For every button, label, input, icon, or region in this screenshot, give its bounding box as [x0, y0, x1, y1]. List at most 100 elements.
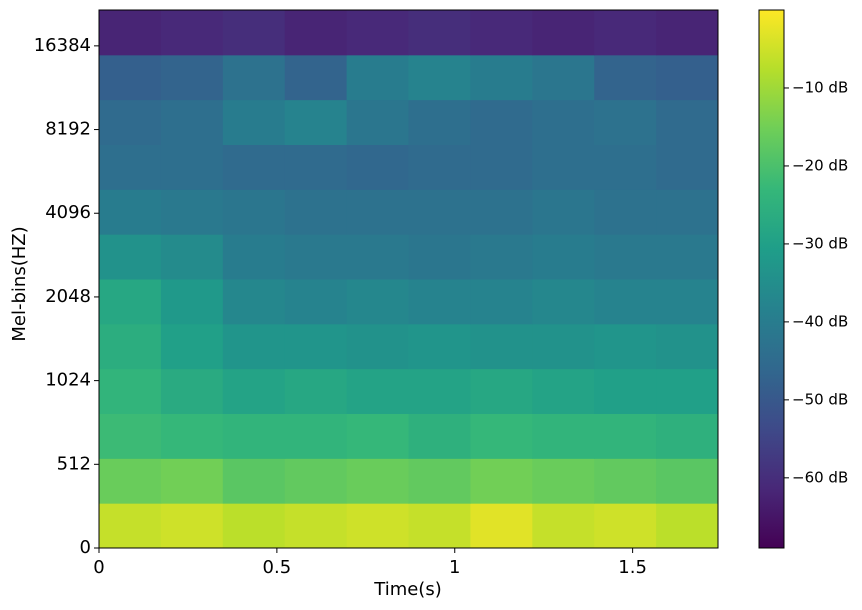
plot-frame	[98, 9, 719, 549]
colorbar-tick-label: −20 dB	[792, 156, 848, 174]
heatmap-cell	[656, 189, 719, 235]
y-axis-label: Mel-bins(HZ)	[9, 226, 30, 341]
heatmap-cell	[532, 323, 595, 370]
heatmap-cell	[532, 144, 595, 190]
heatmap-cell	[656, 10, 719, 56]
heatmap-cell	[656, 368, 719, 414]
heatmap-cell	[532, 10, 595, 56]
colorbar	[758, 9, 785, 549]
heatmap-cell	[160, 503, 224, 549]
heatmap-cell	[408, 368, 471, 414]
heatmap-cell	[470, 503, 533, 549]
heatmap-cell	[594, 189, 657, 235]
heatmap-cell	[284, 368, 348, 414]
heatmap-cell	[222, 99, 286, 145]
heatmap-cell	[656, 458, 719, 504]
heatmap-cell	[160, 54, 224, 101]
heatmap-cell	[408, 503, 471, 549]
heatmap-cell	[408, 234, 471, 280]
heatmap-cell	[346, 144, 409, 190]
heatmap-cell	[346, 234, 409, 280]
heatmap-cell	[408, 144, 471, 190]
colorbar-tick-label: −30 dB	[792, 234, 848, 252]
heatmap-cell	[160, 279, 224, 325]
heatmap-cell	[284, 323, 348, 370]
heatmap-cell	[222, 234, 286, 280]
y-tick-label: 16384	[34, 35, 91, 56]
heatmap-cell	[99, 54, 162, 101]
heatmap-cell	[284, 99, 348, 145]
heatmap-cell	[470, 234, 533, 280]
heatmap-cell	[594, 413, 657, 459]
y-tick-label: 2048	[45, 286, 91, 307]
heatmap-cell	[284, 234, 348, 280]
heatmap-cell	[99, 99, 162, 145]
heatmap-cell	[222, 323, 286, 370]
heatmap-cell	[656, 413, 719, 459]
heatmap-cell	[408, 54, 471, 101]
heatmap-cell	[594, 99, 657, 145]
heatmap-cell	[470, 323, 533, 370]
heatmap-cell	[408, 99, 471, 145]
colorbar-tick-label: −60 dB	[792, 468, 848, 486]
heatmap-cell	[346, 10, 409, 56]
heatmap-cell	[594, 10, 657, 56]
heatmap-cell	[470, 458, 533, 504]
heatmap-cell	[99, 368, 162, 414]
heatmap-cell	[99, 10, 162, 56]
heatmap-cell	[470, 99, 533, 145]
y-tick-label: 1024	[45, 370, 91, 391]
heatmap-cell	[284, 503, 348, 549]
heatmap-cell	[160, 458, 224, 504]
heatmap-cell	[594, 279, 657, 325]
heatmap-cell	[284, 189, 348, 235]
heatmap-cell	[532, 189, 595, 235]
heatmap-cell	[656, 323, 719, 370]
heatmap-cell	[656, 279, 719, 325]
heatmap-cell	[222, 503, 286, 549]
heatmap-cell	[470, 368, 533, 414]
heatmap-cell	[532, 503, 595, 549]
y-tick-label: 512	[57, 453, 91, 474]
heatmap-cell	[284, 413, 348, 459]
heatmap-cell	[346, 368, 409, 414]
heatmap-cell	[408, 413, 471, 459]
colorbar-tick-label: −50 dB	[792, 390, 848, 408]
heatmap-cell	[470, 10, 533, 56]
x-tick-label: 0	[93, 557, 104, 578]
heatmap-cell	[160, 144, 224, 190]
heatmap-cell	[99, 234, 162, 280]
heatmap-cell	[284, 10, 348, 56]
colorbar-tick-label: −40 dB	[792, 312, 848, 330]
x-axis-label: Time(s)	[373, 579, 441, 600]
heatmap-cell	[532, 458, 595, 504]
heatmap-cell	[594, 458, 657, 504]
heatmap-cell	[656, 99, 719, 145]
heatmap-cell	[99, 189, 162, 235]
x-tick-label: 1.5	[618, 557, 647, 578]
heatmap-cell	[99, 458, 162, 504]
heatmap-cell	[594, 54, 657, 101]
heatmap-cell	[284, 54, 348, 101]
heatmap-cell	[532, 368, 595, 414]
heatmap-cell	[346, 189, 409, 235]
heatmap-cell	[222, 368, 286, 414]
heatmap-cell	[532, 279, 595, 325]
heatmap-cell	[160, 10, 224, 56]
heatmap-cell	[99, 323, 162, 370]
heatmap-cell	[160, 234, 224, 280]
heatmap-cell	[408, 323, 471, 370]
y-tick-label: 0	[80, 537, 91, 558]
heatmap-cell	[408, 10, 471, 56]
y-tick-label: 4096	[45, 202, 91, 223]
heatmap-cell	[99, 413, 162, 459]
heatmap-cell	[594, 144, 657, 190]
heatmap-cell	[532, 234, 595, 280]
heatmap-cell	[408, 279, 471, 325]
heatmap-cell	[284, 279, 348, 325]
heatmap-cell	[346, 323, 409, 370]
heatmap-cell	[346, 458, 409, 504]
heatmap-cell	[222, 144, 286, 190]
heatmap-cell	[532, 54, 595, 101]
